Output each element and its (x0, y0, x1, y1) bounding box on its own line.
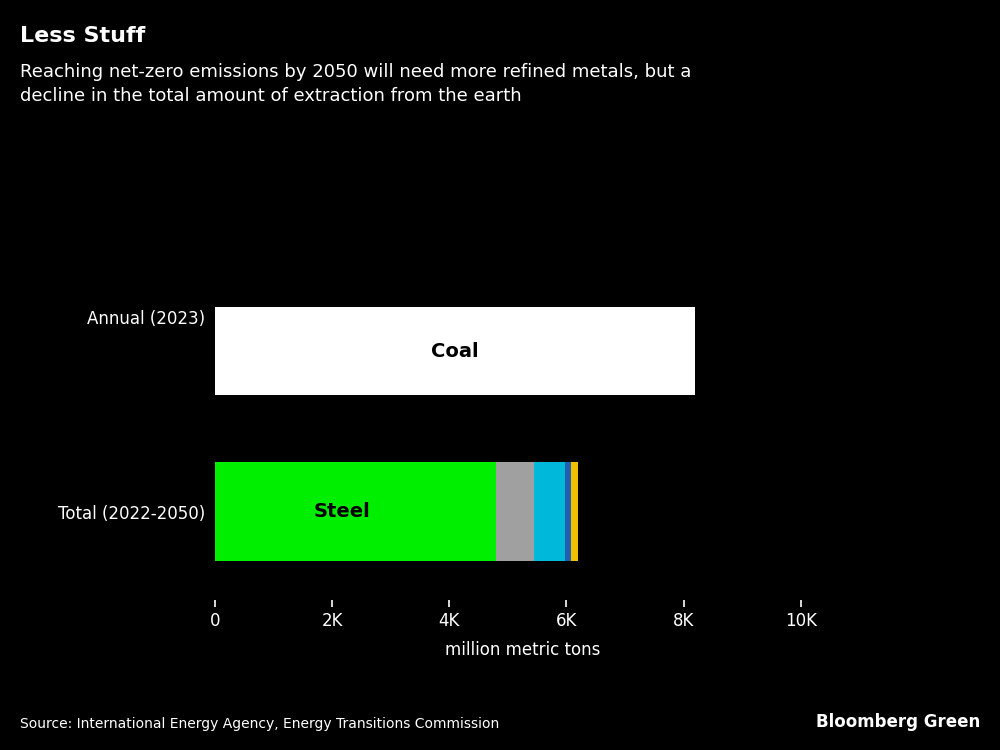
Bar (565, 462, 571, 562)
X-axis label: million metric tons: million metric tons (445, 641, 600, 659)
Text: Total (2022-2050): Total (2022-2050) (58, 505, 205, 523)
Text: Reaching net-zero emissions by 2050 will need more refined metals, but a
decline: Reaching net-zero emissions by 2050 will… (20, 63, 691, 105)
Text: Less Stuff: Less Stuff (20, 26, 145, 46)
Text: Annual (2023): Annual (2023) (87, 310, 205, 328)
Text: Steel: Steel (313, 503, 370, 521)
Bar (571, 462, 578, 562)
Bar (215, 462, 496, 562)
Bar (496, 462, 534, 562)
Text: Source: International Energy Agency, Energy Transitions Commission: Source: International Energy Agency, Ene… (20, 717, 499, 731)
Text: Coal: Coal (431, 342, 479, 361)
Text: Bloomberg Green: Bloomberg Green (816, 713, 980, 731)
Bar (215, 308, 695, 395)
Bar (534, 462, 565, 562)
